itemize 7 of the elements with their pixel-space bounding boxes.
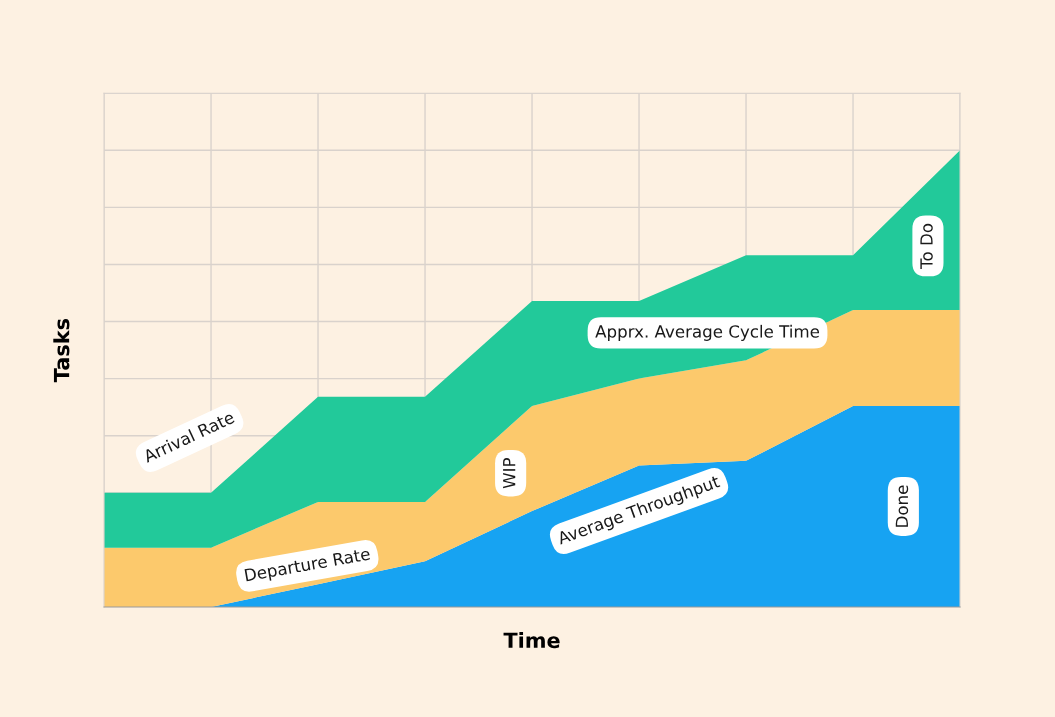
x-axis-title: Time [503, 632, 560, 649]
series-label: WIP [503, 458, 516, 489]
series-label: Done [895, 485, 909, 527]
y-axis-title: Tasks [53, 318, 70, 383]
series-label: To Do [920, 223, 933, 269]
annotation: Apprx. Average Cycle Time [595, 324, 820, 341]
annotation: Departure Rate [244, 547, 371, 585]
